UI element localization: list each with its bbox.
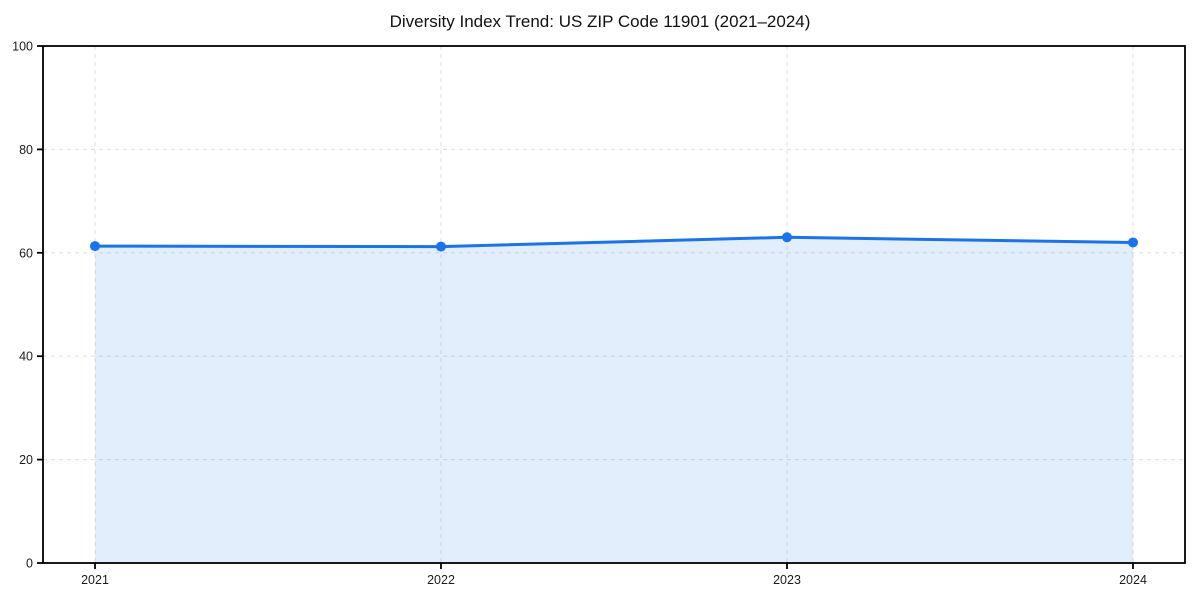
data-point-marker bbox=[436, 241, 446, 252]
y-tick-label: 60 bbox=[19, 246, 33, 260]
x-tick-label: 2023 bbox=[773, 573, 801, 587]
x-tick-label: 2024 bbox=[1119, 573, 1147, 587]
y-tick-label: 20 bbox=[19, 453, 33, 467]
x-tick-label: 2022 bbox=[427, 573, 455, 587]
axes-spines bbox=[42, 45, 1186, 564]
y-tick-label: 100 bbox=[12, 40, 33, 54]
x-tick-label: 2021 bbox=[81, 573, 109, 587]
y-tick-label: 40 bbox=[19, 350, 33, 364]
data-point-marker bbox=[90, 241, 100, 252]
trend-line bbox=[93, 235, 1135, 249]
data-point-marker bbox=[782, 232, 792, 243]
area-fill bbox=[95, 237, 1133, 564]
chart-title: Diversity Index Trend: US ZIP Code 11901… bbox=[389, 12, 811, 31]
y-tick-label: 0 bbox=[26, 557, 33, 571]
data-point-marker bbox=[1128, 237, 1138, 248]
y-tick-label: 80 bbox=[19, 143, 33, 157]
